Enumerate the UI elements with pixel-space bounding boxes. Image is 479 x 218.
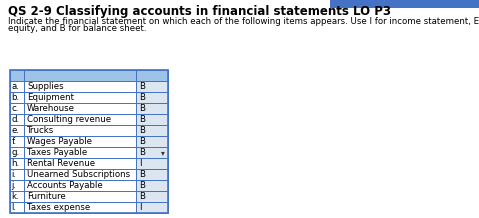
Text: B: B (139, 170, 145, 179)
Text: j.: j. (11, 181, 16, 190)
Bar (136, 81, 168, 92)
Text: g.: g. (11, 148, 20, 157)
Bar (24, 158, 136, 169)
Text: d.: d. (11, 115, 20, 124)
Text: a.: a. (11, 82, 19, 91)
Bar (136, 114, 168, 125)
Text: B: B (139, 192, 145, 201)
Bar (24, 70, 136, 81)
Text: QS 2-9 Classifying accounts in financial statements LO P3: QS 2-9 Classifying accounts in financial… (8, 5, 391, 18)
Bar (10, 70, 168, 213)
Bar (10, 70, 24, 81)
Bar (10, 202, 24, 213)
Text: equity, and B for balance sheet.: equity, and B for balance sheet. (8, 24, 147, 34)
Bar (136, 147, 168, 158)
Bar (24, 180, 136, 191)
Bar (24, 125, 136, 136)
Bar (136, 180, 168, 191)
Bar (24, 136, 136, 147)
Bar (24, 92, 136, 103)
Bar (24, 81, 136, 92)
Text: Rental Revenue: Rental Revenue (27, 159, 95, 168)
Text: Accounts Payable: Accounts Payable (27, 181, 103, 190)
Bar (10, 136, 24, 147)
Text: l.: l. (11, 203, 16, 212)
Text: f.: f. (11, 137, 17, 146)
Text: B: B (139, 137, 145, 146)
Text: Unearned Subscriptions: Unearned Subscriptions (27, 170, 130, 179)
Bar (136, 103, 168, 114)
Text: Consulting revenue: Consulting revenue (27, 115, 111, 124)
Text: B: B (139, 82, 145, 91)
Bar (24, 103, 136, 114)
Bar (24, 202, 136, 213)
Bar (136, 191, 168, 202)
Text: h.: h. (11, 159, 20, 168)
Text: Furniture: Furniture (27, 192, 66, 201)
Text: Trucks: Trucks (27, 126, 54, 135)
Bar (136, 202, 168, 213)
Text: B: B (139, 148, 145, 157)
Bar (24, 114, 136, 125)
Bar (10, 158, 24, 169)
Bar (24, 169, 136, 180)
Text: ▾: ▾ (161, 148, 165, 157)
Text: Taxes Payable: Taxes Payable (27, 148, 87, 157)
Text: Supplies: Supplies (27, 82, 64, 91)
Bar (24, 147, 136, 158)
Bar (10, 180, 24, 191)
Bar (10, 103, 24, 114)
Text: c.: c. (11, 104, 19, 113)
Text: Warehouse: Warehouse (27, 104, 75, 113)
Bar (10, 191, 24, 202)
Text: I: I (139, 203, 141, 212)
Text: Equipment: Equipment (27, 93, 74, 102)
Text: k.: k. (11, 192, 19, 201)
Bar (10, 125, 24, 136)
Text: B: B (139, 126, 145, 135)
Text: Taxes expense: Taxes expense (27, 203, 90, 212)
Text: e.: e. (11, 126, 20, 135)
Bar (136, 136, 168, 147)
Bar (10, 147, 24, 158)
Bar (24, 191, 136, 202)
Bar (10, 81, 24, 92)
Text: B: B (139, 115, 145, 124)
Text: B: B (139, 181, 145, 190)
Bar (136, 169, 168, 180)
Bar (10, 92, 24, 103)
Text: B: B (139, 93, 145, 102)
Text: I: I (139, 159, 141, 168)
Bar (10, 169, 24, 180)
Bar (330, 0, 479, 8)
Text: b.: b. (11, 93, 20, 102)
Bar (136, 125, 168, 136)
Bar (136, 70, 168, 81)
Text: i.: i. (11, 170, 16, 179)
Bar (10, 114, 24, 125)
Text: B: B (139, 104, 145, 113)
Text: Wages Payable: Wages Payable (27, 137, 92, 146)
Text: Indicate the financial statement on which each of the following items appears. U: Indicate the financial statement on whic… (8, 17, 479, 26)
Bar (136, 92, 168, 103)
Bar (136, 158, 168, 169)
